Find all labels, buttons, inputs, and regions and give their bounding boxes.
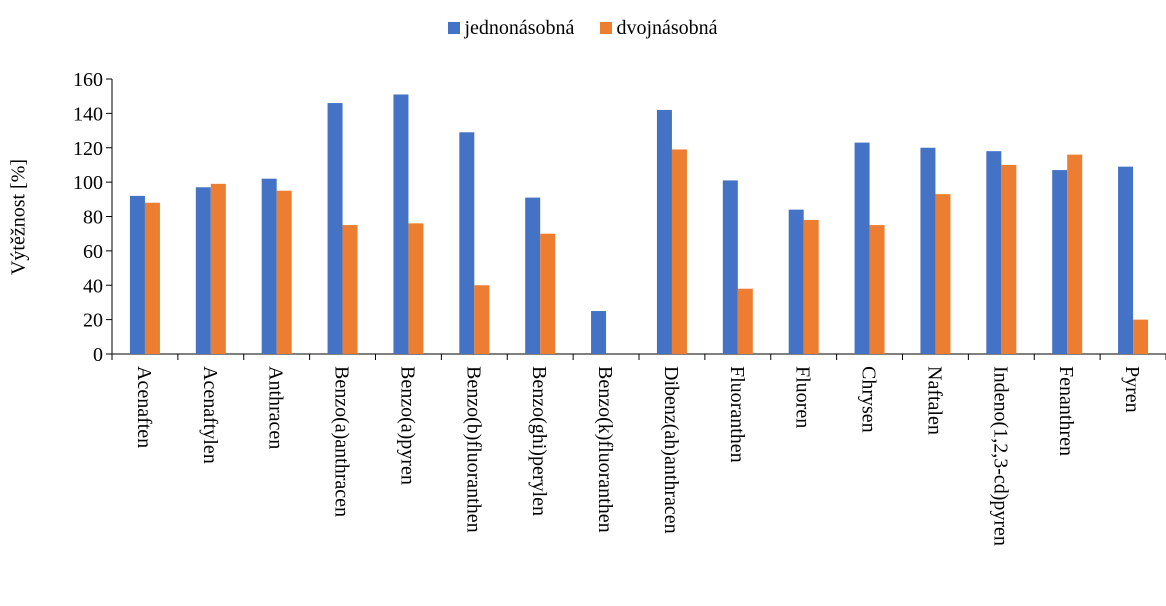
bar-series-1 (722, 180, 738, 354)
bar-series-1 (788, 209, 804, 354)
x-category-label: Acenaftylen (199, 366, 221, 464)
legend-swatch-series-1 (448, 22, 461, 34)
bar-series-2 (408, 223, 424, 354)
bar-series-1 (854, 142, 870, 354)
bar-series-1 (986, 151, 1002, 354)
bar-series-1 (656, 109, 672, 354)
y-tick-label: 100 (73, 172, 103, 194)
bar-series-1 (459, 132, 475, 354)
bar-series-2 (474, 285, 490, 354)
bar-series-2 (342, 225, 358, 354)
x-category-label: Benzo(b)fluoranthen (462, 366, 484, 533)
bar-series-1 (525, 197, 541, 354)
legend-label-series-2: dvojnásobná (616, 17, 718, 39)
y-tick-label: 60 (83, 241, 103, 263)
bar-series-1 (129, 195, 145, 354)
x-category-label: Chrysen (858, 366, 880, 433)
chart-legend: jednonásobná dvojnásobná (0, 16, 1166, 40)
x-category-label: Benzo(a)pyren (396, 366, 418, 485)
legend-swatch-series-2 (600, 22, 613, 34)
x-category-label: Dibenz(ah)anthracen (660, 366, 682, 534)
x-category-label: Anthracen (265, 366, 287, 449)
x-category-label: Fenanthren (1055, 366, 1077, 456)
bar-series-2 (935, 194, 951, 354)
legend-item-series-2: dvojnásobná (600, 16, 718, 40)
bar-series-2 (540, 233, 556, 354)
y-tick-label: 20 (83, 310, 103, 332)
bar-series-2 (803, 219, 819, 354)
bar-series-1 (195, 187, 211, 354)
bar-series-1 (1118, 166, 1134, 354)
bar-series-2 (210, 183, 226, 354)
y-tick-label: 80 (83, 207, 103, 229)
x-category-label: Acenaften (133, 366, 155, 448)
y-tick-label: 120 (73, 138, 103, 160)
y-tick-label: 140 (73, 103, 103, 125)
bar-series-1 (393, 94, 409, 354)
y-tick-label: 160 (73, 69, 103, 91)
bar-series-2 (737, 288, 753, 354)
x-category-label: Indeno(1,2,3-cd)pyren (989, 366, 1011, 546)
x-category-label: Benzo(k)fluoranthen (594, 366, 616, 533)
x-category-label: Fluoranthen (726, 366, 748, 463)
bar-series-1 (327, 103, 343, 354)
x-category-label: Pyren (1121, 366, 1143, 413)
bar-series-2 (869, 225, 885, 354)
bar-series-1 (1052, 170, 1068, 354)
bar-series-1 (261, 178, 277, 354)
bar-series-2 (1001, 164, 1017, 354)
bar-series-1 (591, 311, 607, 354)
x-category-label: Fluoren (792, 366, 814, 428)
legend-label-series-1: jednonásobná (464, 17, 575, 39)
bar-series-2 (144, 202, 160, 354)
y-tick-label: 40 (83, 275, 103, 297)
y-tick-label: 0 (93, 344, 103, 366)
x-category-label: Naftalen (923, 366, 945, 435)
x-category-label: Benzo(ghi)perylen (528, 366, 550, 516)
bar-series-2 (1133, 319, 1149, 354)
bar-series-2 (1067, 154, 1083, 354)
bar-series-1 (920, 147, 936, 354)
bar-series-2 (671, 149, 687, 354)
bar-series-2 (276, 190, 292, 354)
legend-item-series-1: jednonásobná (448, 16, 574, 40)
x-category-label: Benzo(a)anthracen (331, 366, 353, 517)
